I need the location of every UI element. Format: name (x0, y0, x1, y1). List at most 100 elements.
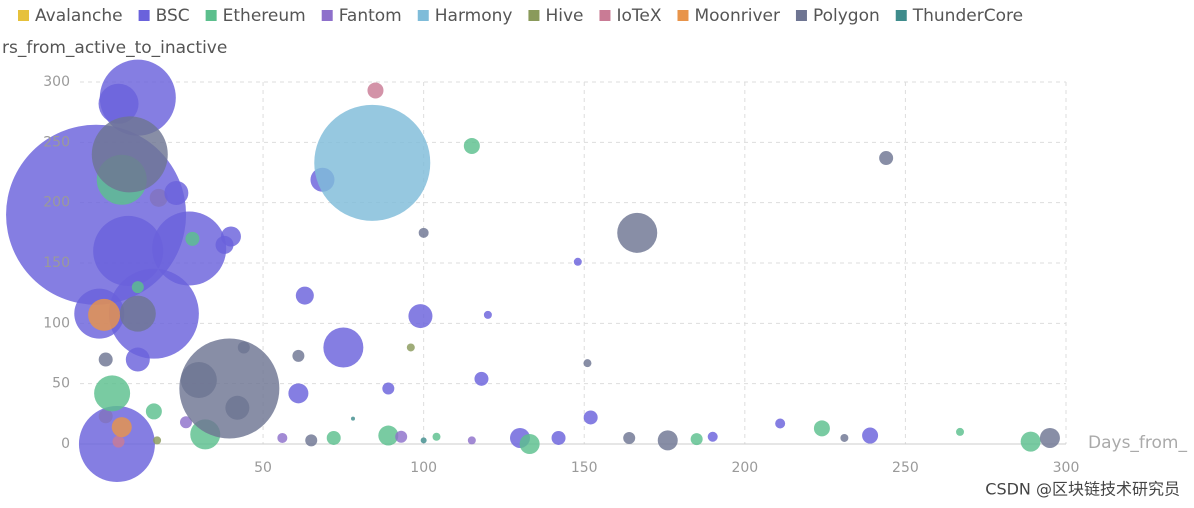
bubble (583, 359, 592, 368)
legend-swatch (321, 10, 333, 21)
x-axis-title: Days_from_ (1088, 433, 1187, 453)
bubble (305, 434, 318, 447)
bubble (98, 352, 113, 367)
bubble (775, 418, 786, 429)
y-axis-title: rs_from_active_to_inactive (2, 38, 227, 58)
bubble (152, 211, 227, 286)
bubble (378, 425, 399, 446)
bubble (237, 341, 250, 354)
bubble (463, 137, 480, 154)
x-tick-label: 150 (571, 460, 598, 476)
grid (80, 81, 1067, 445)
bubble (125, 347, 150, 372)
bubble (111, 417, 132, 438)
bubble (862, 427, 879, 444)
bubble (623, 431, 636, 444)
bubble (185, 231, 200, 246)
bubble (225, 395, 250, 420)
bubble (583, 410, 598, 425)
bubble (88, 298, 121, 331)
bubble (292, 349, 305, 362)
legend-label: Harmony (435, 6, 513, 26)
legend-label: Moonriver (694, 6, 779, 26)
bubble (420, 437, 427, 444)
y-tick-label: 250 (43, 134, 70, 150)
y-tick-label: 200 (43, 195, 70, 211)
legend-swatch (205, 10, 217, 21)
bubble (707, 431, 718, 442)
bubble (119, 295, 156, 332)
bubble (215, 235, 234, 254)
y-tick-label: 50 (52, 376, 70, 392)
bubble (94, 375, 131, 412)
bubble (395, 430, 408, 443)
bubble (474, 371, 489, 386)
bubble (840, 433, 849, 442)
watermark: CSDN @区块链技术研究员 (985, 480, 1180, 499)
bubble (573, 257, 582, 266)
bubble (145, 403, 162, 420)
bubble (153, 436, 162, 445)
bubble (93, 215, 164, 286)
legend-label: BSC (156, 6, 190, 26)
y-tick-label: 300 (43, 74, 70, 90)
legend-swatch (18, 10, 29, 21)
legend-swatch (528, 10, 540, 21)
bubble (350, 416, 355, 421)
x-tick-label: 300 (1053, 460, 1080, 476)
bubble (467, 436, 476, 445)
legend-label: IoTeX (616, 6, 661, 26)
bubble (164, 181, 189, 206)
legend-label: Avalanche (35, 6, 123, 26)
bubble (314, 104, 431, 221)
legend-label: ThunderCore (912, 6, 1023, 26)
bubble (956, 427, 965, 436)
x-tick-label: 50 (254, 460, 272, 476)
legend-label: Hive (545, 6, 583, 26)
bubble (326, 430, 341, 445)
bubble (295, 286, 314, 305)
bubble (288, 383, 309, 404)
legend-label: Ethereum (223, 6, 306, 26)
bubble (406, 343, 415, 352)
bubble (277, 432, 288, 443)
legend-swatch (677, 10, 689, 21)
bubble (180, 362, 217, 399)
legend-label: Fantom (339, 6, 402, 26)
legend-swatch (599, 10, 611, 21)
bubble (367, 82, 384, 99)
bubble (657, 430, 678, 451)
legend-swatch (138, 10, 150, 21)
legend-swatch (417, 10, 429, 21)
bubble (418, 227, 429, 238)
bubble (813, 420, 830, 437)
bubble (617, 212, 658, 253)
bubble (408, 304, 433, 329)
bubble (112, 435, 125, 448)
x-tick-label: 100 (410, 460, 437, 476)
bubble (690, 433, 703, 446)
bubble (432, 432, 441, 441)
bubble (1020, 431, 1041, 452)
bubbles (6, 59, 1060, 482)
legend-label: Polygon (813, 6, 880, 26)
bubble (179, 416, 192, 429)
bubble (1039, 427, 1060, 448)
x-tick-label: 200 (731, 460, 758, 476)
bubble (382, 382, 395, 395)
bubble (91, 116, 168, 193)
legend-swatch (895, 10, 907, 21)
y-tick-label: 100 (43, 315, 70, 331)
bubble (98, 83, 139, 124)
bubble (519, 434, 540, 454)
bubble (483, 310, 492, 319)
y-tick-label: 150 (43, 255, 70, 271)
legend-swatch (795, 10, 807, 21)
y-tick-label: 0 (61, 436, 70, 452)
bubble (131, 281, 144, 294)
bubble (323, 327, 364, 368)
bubble (879, 151, 894, 166)
x-tick-label: 250 (892, 460, 919, 476)
bubble (551, 430, 566, 445)
